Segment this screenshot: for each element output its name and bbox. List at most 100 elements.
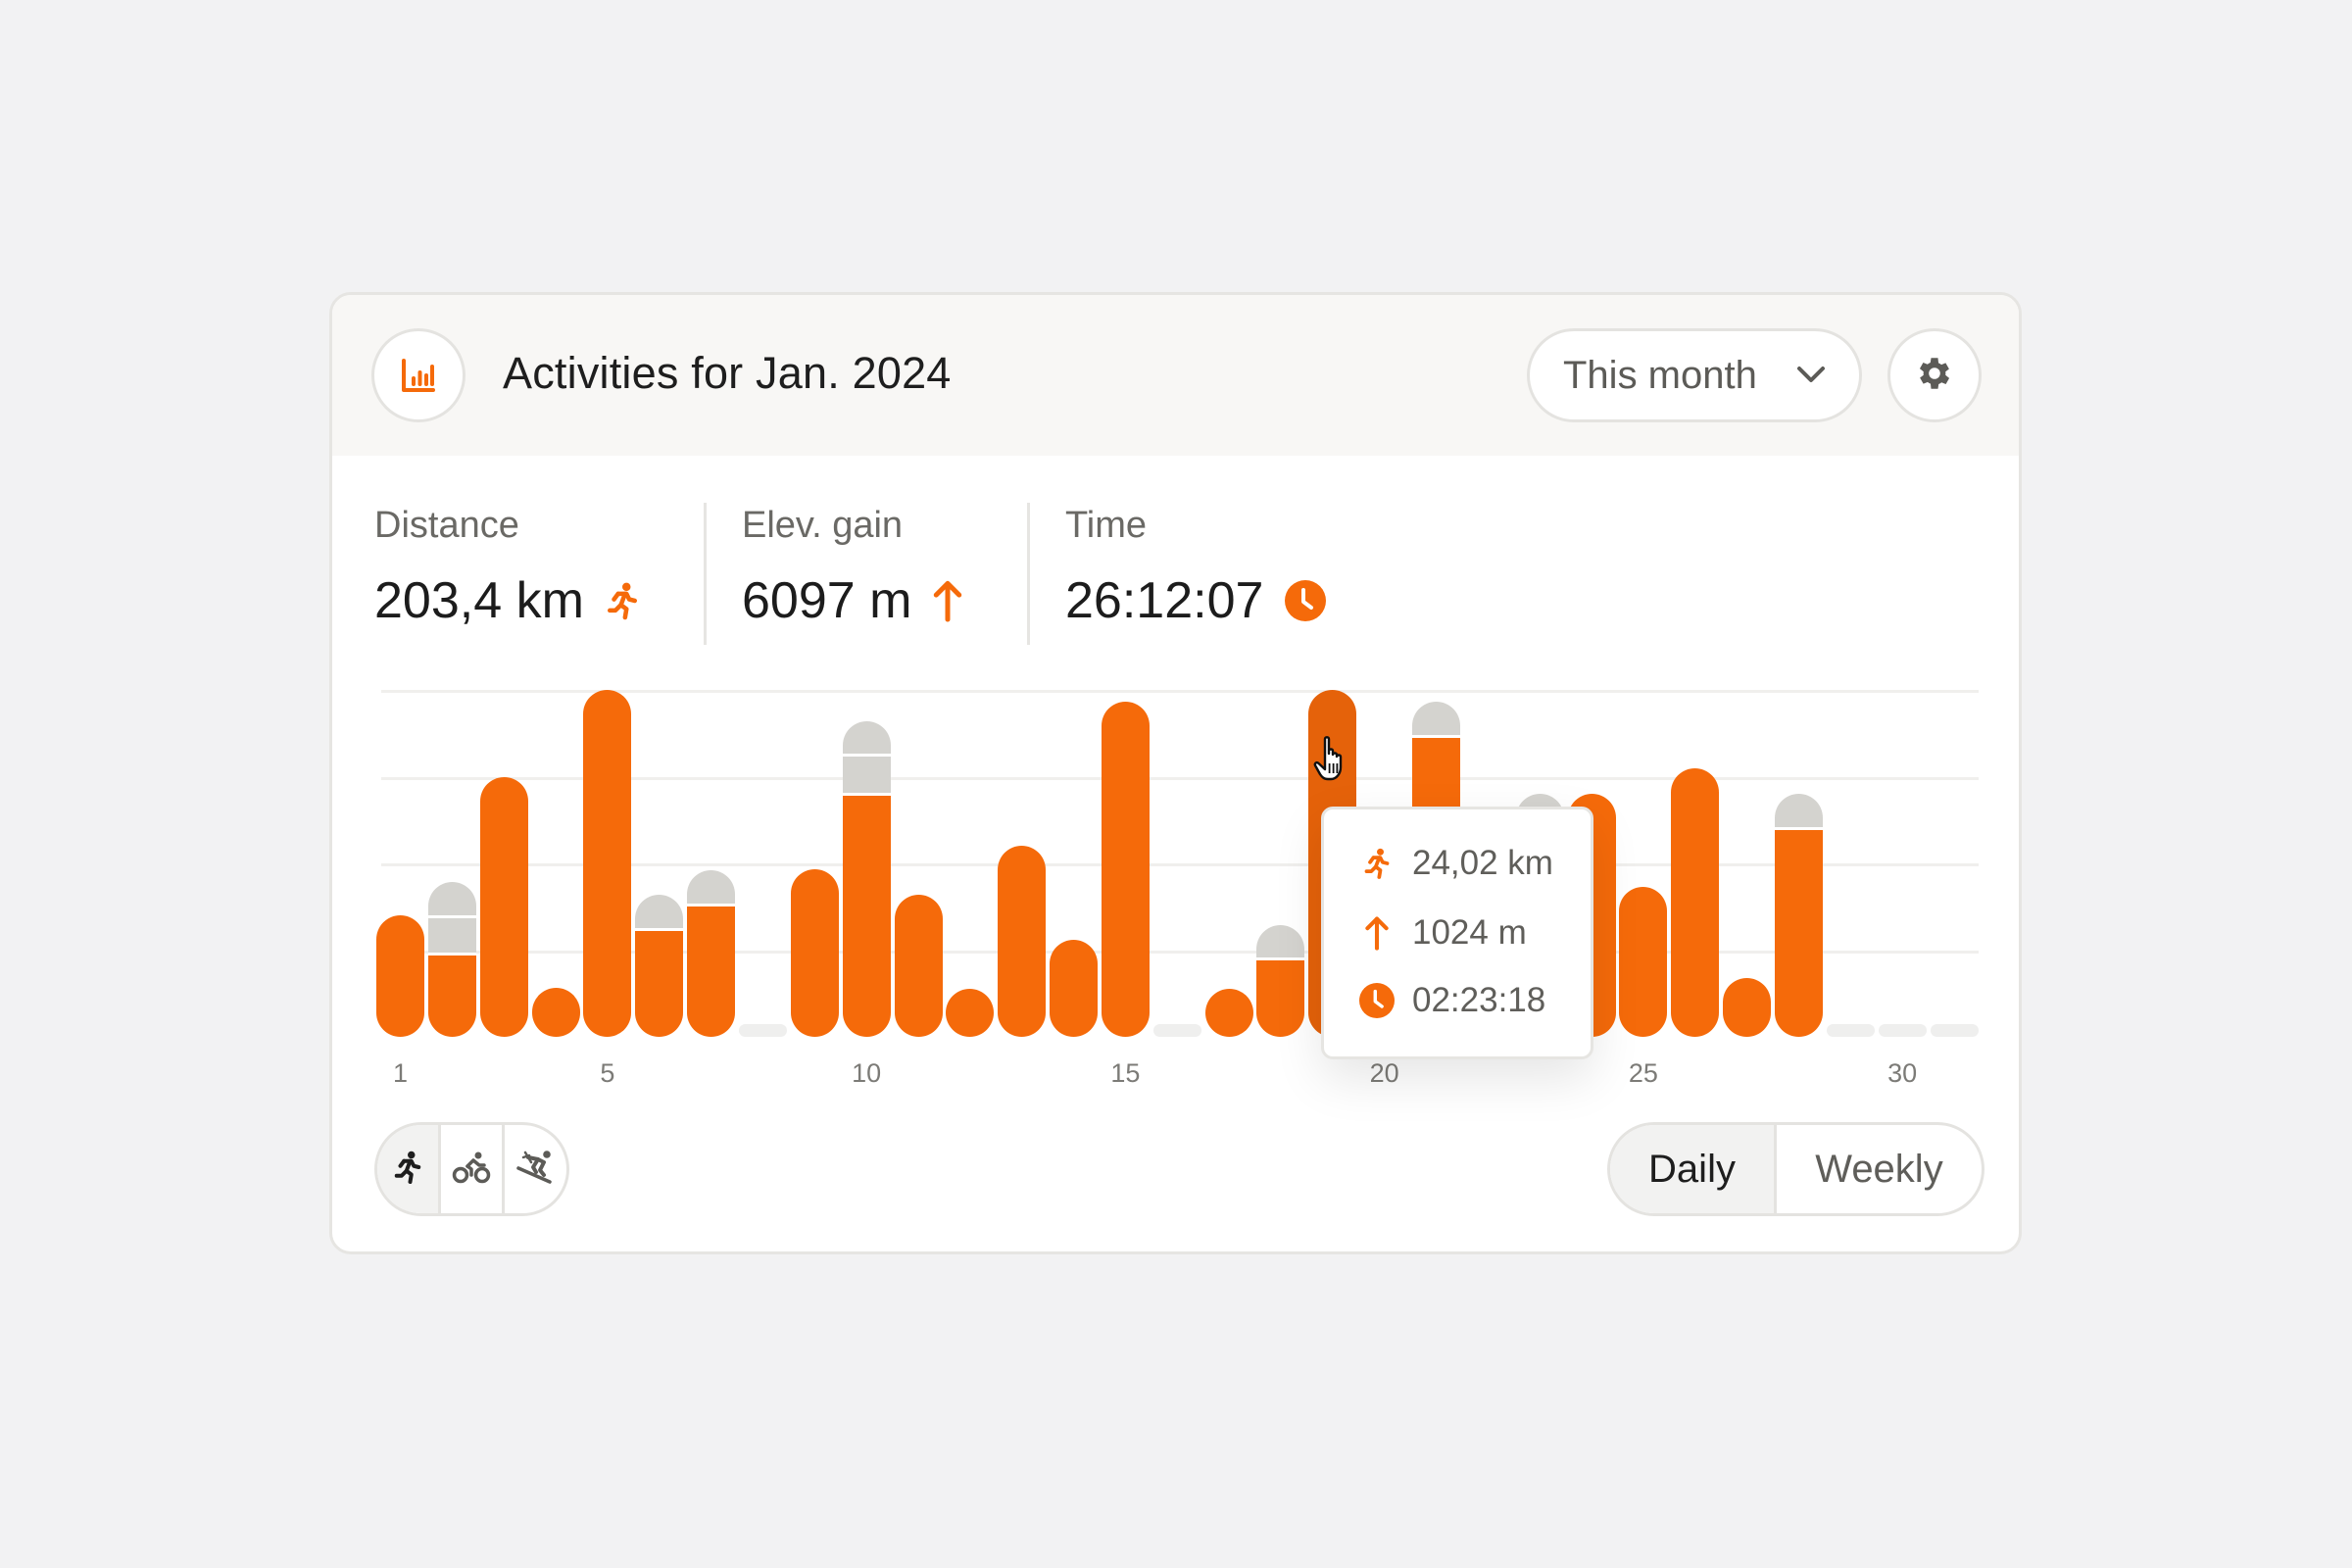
cycling-icon <box>452 1151 491 1189</box>
chart-empty-day <box>738 1024 787 1037</box>
chart-bar-segment <box>1723 977 1772 1037</box>
chart-bar-segment <box>479 776 528 1037</box>
gear-icon <box>1914 353 1955 399</box>
chart-gridline <box>381 690 1979 693</box>
chart-tooltip: 24,02 km 1024 m 02:23:18 <box>1321 807 1593 1059</box>
chart-bar-segment <box>1671 767 1720 1037</box>
chart-bar-segment <box>583 690 632 1037</box>
chart-empty-day <box>1878 1024 1927 1037</box>
x-axis-tick-label: 1 <box>392 1058 409 1088</box>
chart-bar-segment <box>531 987 580 1037</box>
chart-bar-day-9[interactable] <box>790 868 839 1037</box>
granularity-daily-label: Daily <box>1648 1147 1736 1191</box>
x-axis-tick-label: 5 <box>600 1058 615 1088</box>
stat-value: 203,4 km <box>374 572 584 629</box>
chart-bar-segment <box>790 868 839 1037</box>
chart-bar-segment <box>998 846 1047 1037</box>
chart-bar-day-26[interactable] <box>1671 767 1720 1037</box>
tooltip-distance: 24,02 km <box>1412 844 1553 882</box>
activity-type-cycling[interactable] <box>438 1125 502 1213</box>
chart-bar-day-5[interactable] <box>583 690 632 1037</box>
stat-label: Time <box>1065 505 1148 546</box>
chart-bar-day-1[interactable] <box>376 915 424 1037</box>
granularity-toggle: Daily Weekly <box>1607 1122 1984 1216</box>
chart-bar-day-6[interactable] <box>635 895 684 1037</box>
chart-bar-segment <box>635 895 684 932</box>
activities-card: Activities for Jan. 2024 This month Dist… <box>329 292 2022 1254</box>
chart-empty-day <box>1930 1024 1979 1037</box>
stat-value: 26:12:07 <box>1065 572 1264 629</box>
activity-type-skiing[interactable] <box>502 1125 566 1213</box>
chart-bar-segment <box>427 882 476 919</box>
chart-bar-segment <box>1101 701 1150 1037</box>
chart-bar-segment <box>842 795 891 1037</box>
chart-bar-segment <box>687 870 736 907</box>
chart-bar-segment <box>842 756 891 796</box>
granularity-daily[interactable]: Daily <box>1610 1125 1774 1213</box>
tooltip-elevation: 1024 m <box>1412 913 1527 952</box>
stat-divider <box>704 503 707 645</box>
chart-bar-segment <box>1256 925 1305 960</box>
chart-bar-day-11[interactable] <box>894 895 943 1037</box>
chart-bar-segment <box>376 915 424 1037</box>
x-axis-tick-label: 25 <box>1628 1058 1658 1088</box>
running-icon <box>1357 846 1396 881</box>
chevron-down-icon <box>1796 365 1826 389</box>
chart-bar-segment <box>687 906 736 1037</box>
x-axis-tick-label: 10 <box>852 1058 882 1088</box>
stat-time: Time 26:12:07 <box>1065 503 1327 630</box>
x-axis-tick-label: 20 <box>1369 1058 1399 1088</box>
chart-bar-segment <box>427 956 476 1037</box>
chart-bar-day-17[interactable] <box>1204 989 1253 1037</box>
stat-divider <box>1027 503 1030 645</box>
stat-elevation: Elev. gain 6097 m <box>742 503 962 630</box>
chart-bar-day-3[interactable] <box>479 776 528 1037</box>
hand-pointer-cursor-icon <box>1313 734 1356 790</box>
chart-bar-segment <box>635 931 684 1037</box>
chart-bar-segment <box>894 895 943 1037</box>
settings-button[interactable] <box>1887 328 1982 422</box>
chart-bar-day-25[interactable] <box>1619 886 1668 1037</box>
bar-chart-icon <box>371 328 466 422</box>
stat-label: Distance <box>374 505 519 546</box>
stat-value: 6097 m <box>742 572 912 629</box>
activity-type-toggle <box>374 1122 569 1216</box>
chart-empty-day <box>1826 1024 1875 1037</box>
chart-bar-segment <box>1050 940 1099 1037</box>
x-axis-tick-label: 15 <box>1110 1058 1141 1088</box>
granularity-weekly[interactable]: Weekly <box>1774 1125 1982 1213</box>
arrow-up-icon <box>1357 914 1396 952</box>
chart-bar-day-15[interactable] <box>1101 701 1150 1037</box>
tooltip-elevation-row: 1024 m <box>1357 913 1527 953</box>
page-title: Activities for Jan. 2024 <box>503 348 952 398</box>
arrow-up-icon <box>933 579 962 622</box>
chart-bar-day-14[interactable] <box>1050 940 1099 1037</box>
chart-bar-day-4[interactable] <box>531 987 580 1037</box>
chart-bar-day-13[interactable] <box>998 846 1047 1037</box>
stat-distance: Distance 203,4 km <box>374 503 639 630</box>
running-icon <box>393 1150 422 1190</box>
chart-bar-segment <box>1256 959 1305 1037</box>
chart-bar-day-18[interactable] <box>1256 925 1305 1037</box>
running-icon <box>606 580 639 621</box>
activity-type-running[interactable] <box>377 1125 439 1213</box>
period-select[interactable]: This month <box>1527 328 1862 422</box>
chart-bar-segment <box>842 721 891 757</box>
granularity-weekly-label: Weekly <box>1815 1147 1943 1191</box>
chart-bar-day-10[interactable] <box>842 721 891 1037</box>
chart-bar-segment <box>1412 701 1460 738</box>
skiing-icon <box>515 1149 556 1191</box>
chart-bar-segment <box>1619 886 1668 1037</box>
chart-bar-day-28[interactable] <box>1774 794 1823 1037</box>
chart-bar-day-7[interactable] <box>687 870 736 1037</box>
chart-bar-day-2[interactable] <box>427 882 476 1037</box>
tooltip-distance-row: 24,02 km <box>1357 844 1553 883</box>
chart-bar-day-27[interactable] <box>1723 977 1772 1037</box>
chart-bar-segment <box>946 989 995 1037</box>
chart-bar-segment <box>1774 794 1823 831</box>
clock-icon <box>1357 983 1396 1018</box>
chart-bar-day-12[interactable] <box>946 989 995 1037</box>
tooltip-time-row: 02:23:18 <box>1357 981 1545 1020</box>
chart-empty-day <box>1152 1024 1201 1037</box>
x-axis-tick-label: 30 <box>1887 1058 1918 1088</box>
